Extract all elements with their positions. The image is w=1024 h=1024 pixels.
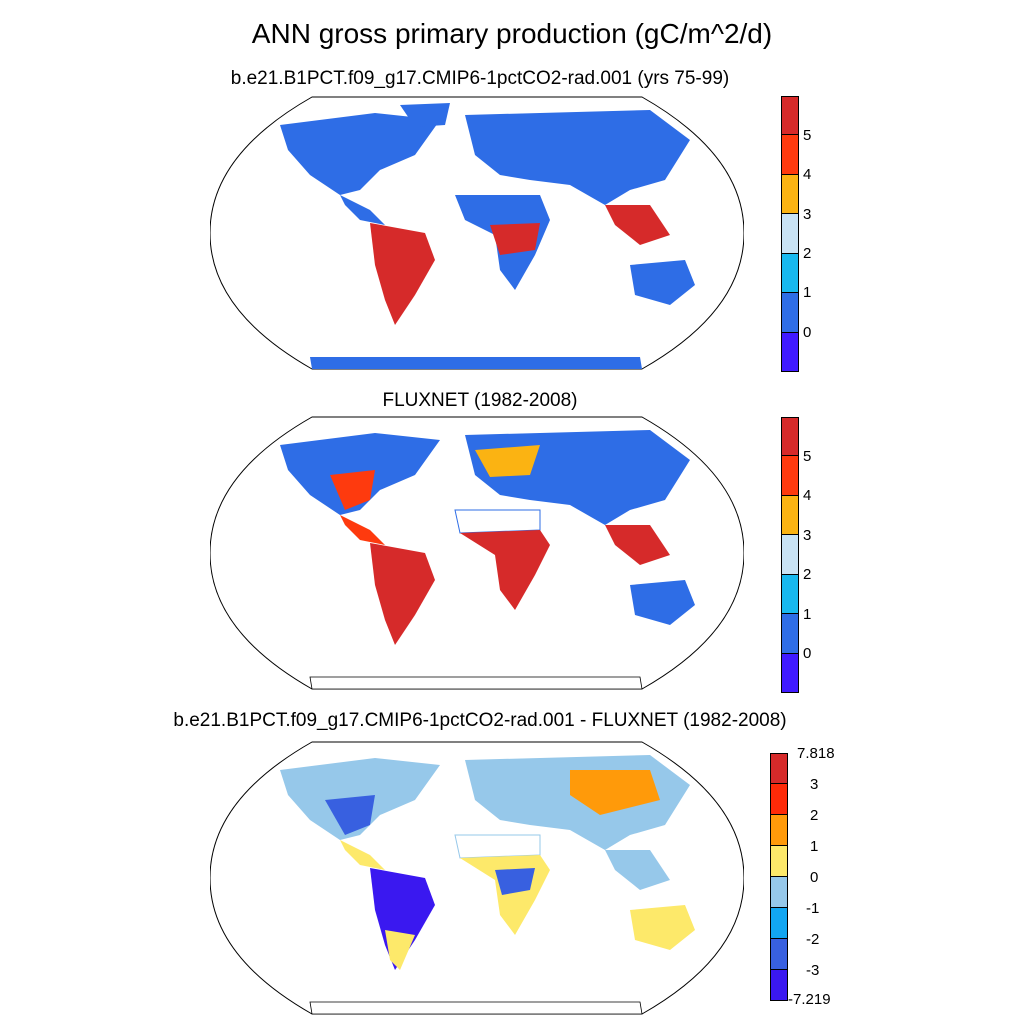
colorbar-segment [781, 214, 799, 254]
australia [630, 905, 695, 950]
australia [630, 260, 695, 305]
colorbar-tick-label: 4 [803, 166, 812, 183]
colorbar-segment [781, 535, 799, 575]
colorbar-segment [781, 293, 799, 333]
colorbar-tick-label: 1 [810, 838, 819, 855]
colorbar-segment [781, 174, 799, 215]
colorbar-tick-label: 1 [803, 606, 812, 623]
colorbar-segment [781, 135, 799, 175]
colorbar-tick-label: -1 [806, 900, 820, 917]
colorbar-segment [770, 753, 788, 784]
colorbar-tick-label: 0 [803, 324, 812, 341]
central-africa [495, 868, 535, 895]
colorbar-segment [781, 574, 799, 615]
colorbar-segment [770, 939, 788, 970]
colorbar-segment [770, 970, 788, 1001]
colorbar-segment [781, 253, 799, 294]
eastern-us [330, 470, 375, 510]
central-america [340, 840, 385, 870]
panel-1-map [210, 95, 744, 371]
panel-3-map [210, 740, 744, 1016]
southeast-asia [605, 525, 670, 565]
colorbar-segment [781, 456, 799, 496]
south-america [370, 223, 435, 325]
panel-1-colorbar [781, 96, 799, 372]
colorbar-tick-label: 7.818 [797, 745, 835, 762]
colorbar-tick-label: 4 [803, 487, 812, 504]
colorbar-tick-label: 5 [803, 448, 812, 465]
sahara [454, 509, 541, 534]
north-america [280, 113, 440, 195]
colorbar-tick-label: 2 [803, 245, 812, 262]
europe [475, 445, 540, 477]
africa [460, 530, 550, 610]
colorbar-segment [781, 653, 799, 693]
colorbar-segment [770, 815, 788, 846]
southeast-asia [605, 850, 670, 890]
colorbar-tick-label: 1 [803, 284, 812, 301]
colorbar-segment [781, 332, 799, 372]
central-america [340, 515, 385, 545]
antarctica [310, 357, 642, 369]
antarctica-outline [309, 1001, 643, 1015]
colorbar-tick-label: -3 [806, 962, 820, 979]
colorbar-tick-label: 0 [803, 645, 812, 662]
south-america [370, 543, 435, 645]
central-africa [490, 223, 540, 255]
panel-2-title: FLUXNET (1982-2008) [382, 390, 578, 411]
colorbar-tick-label: -7.219 [788, 991, 831, 1008]
colorbar-tick-label: 3 [803, 527, 812, 544]
figure-title: ANN gross primary production (gC/m^2/d) [251, 18, 773, 49]
panel-3-title: b.e21.B1PCT.f09_g17.CMIP6-1pctCO2-rad.00… [173, 710, 787, 731]
colorbar-tick-label: 2 [810, 807, 819, 824]
colorbar-tick-label: 3 [803, 206, 812, 223]
panel-3-colorbar [770, 753, 788, 1001]
colorbar-tick-label: 0 [810, 869, 819, 886]
colorbar-segment [781, 96, 799, 136]
panel-2-map [210, 415, 744, 691]
panel-1-title: b.e21.B1PCT.f09_g17.CMIP6-1pctCO2-rad.00… [230, 68, 730, 89]
colorbar-tick-label: 3 [810, 776, 819, 793]
eastern-us [325, 795, 375, 835]
colorbar-tick-label: -2 [806, 931, 820, 948]
sahara [454, 834, 541, 859]
colorbar-tick-label: 2 [803, 566, 812, 583]
south-america [370, 868, 435, 970]
central-asia [570, 770, 660, 815]
colorbar-segment [770, 784, 788, 815]
colorbar-tick-label: 5 [803, 127, 812, 144]
colorbar-segment [770, 846, 788, 877]
greenland [400, 103, 450, 127]
colorbar-segment [770, 908, 788, 939]
colorbar-segment [781, 614, 799, 654]
antarctica-outline [309, 676, 643, 690]
southern-south-america [385, 930, 415, 970]
colorbar-segment [770, 877, 788, 908]
australia [630, 580, 695, 625]
panel-2-colorbar [781, 417, 799, 693]
southeast-asia [605, 205, 670, 245]
europe-asia [465, 110, 690, 205]
colorbar-segment [781, 495, 799, 536]
colorbar-segment [781, 417, 799, 457]
central-america [340, 195, 385, 225]
